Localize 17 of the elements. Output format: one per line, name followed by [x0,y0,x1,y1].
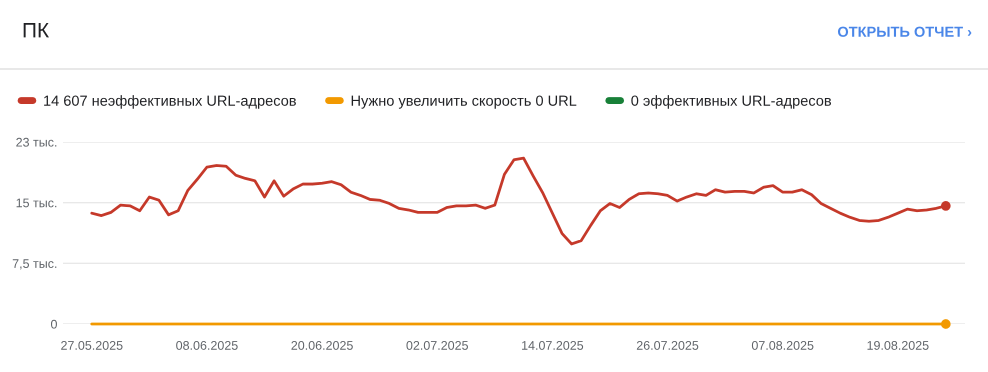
x-tick-label: 19.08.2025 [868,340,929,350]
x-tick-label: 26.07.2025 [636,340,698,350]
chart-title: ПК [24,23,49,38]
legend-label: Нужно увеличить скорость 0 URL [352,96,576,109]
x-tick-label: 07.08.2025 [752,340,814,350]
y-tick-label: 7,5 тыс. [12,259,56,270]
x-tick-label: 08.06.2025 [176,340,238,350]
text: ОТКРЫТЬ ОТЧЕТ › [838,26,972,37]
x-tick-label: 20.06.2025 [291,340,353,350]
y-tick-label: 0 [50,320,57,329]
x-tick-label: 02.07.2025 [406,340,468,350]
legend-label: 14 607 неэффективных URL-адресов [44,95,296,109]
y-tick-label: 15 тыс. [16,198,56,208]
y-tick-label: 23 тыс. [16,138,56,147]
x-tick-label: 27.05.2025 [61,340,123,350]
x-tick-label: 14.07.2025 [522,340,584,350]
legend-label: 0 эффективных URL-адресов [631,95,832,109]
